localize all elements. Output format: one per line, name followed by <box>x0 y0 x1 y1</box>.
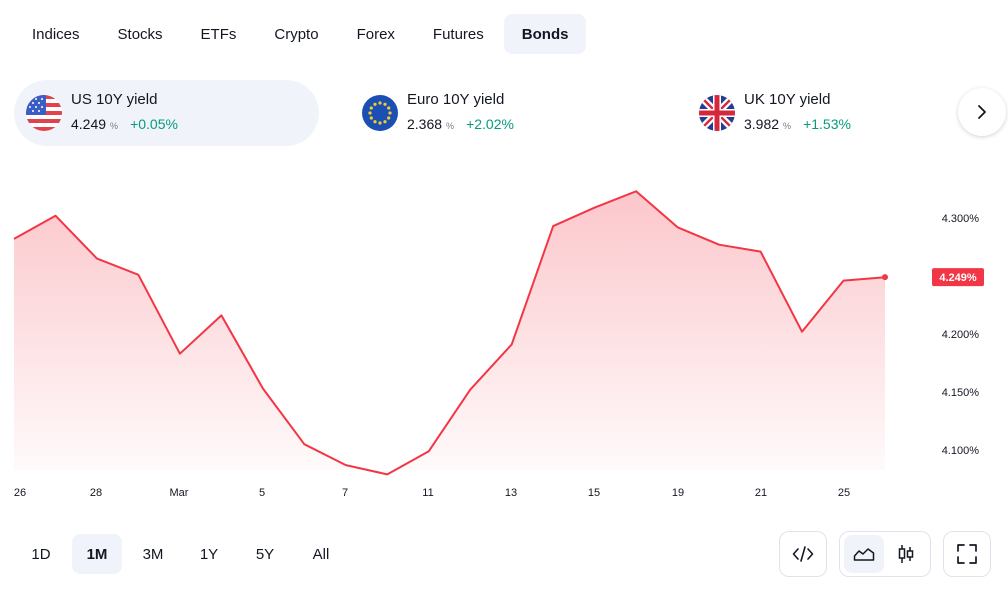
tab-forex[interactable]: Forex <box>356 25 395 43</box>
yield-chart[interactable]: 26 28 Mar 5 7 11 13 15 19 21 25 4.300% 4.200% 4.150%… <box>0 150 1008 510</box>
chart-style-toggle <box>839 531 931 577</box>
card-change: +0.05% <box>130 116 178 132</box>
fullscreen-button[interactable] <box>943 531 991 577</box>
card-us-10y[interactable]: US 10Y yield 4.249 % +0.05% <box>14 80 319 146</box>
x-tick-label: Mar <box>170 487 189 499</box>
time-range-selector: 1D 1M 3M 1Y 5Y All <box>16 534 352 574</box>
chevron-right-icon <box>978 105 986 119</box>
uk-flag-icon <box>699 95 735 131</box>
card-name: UK 10Y yield <box>744 91 831 108</box>
x-tick-label: 28 <box>90 487 102 499</box>
x-tick-label: 13 <box>505 487 517 499</box>
card-change: +1.53% <box>803 116 851 132</box>
tab-crypto[interactable]: Crypto <box>274 25 319 43</box>
last-price-label: 4.249% <box>932 268 984 287</box>
card-unit: % <box>446 121 455 131</box>
card-unit: % <box>110 121 119 131</box>
chart-area-fill <box>14 191 885 475</box>
x-tick-label: 25 <box>838 487 850 499</box>
range-3m-button[interactable]: 3M <box>142 545 164 563</box>
y-tick-label: 4.200% <box>942 329 980 341</box>
x-tick-label: 7 <box>342 487 348 499</box>
range-5y-button[interactable]: 5Y <box>255 545 275 563</box>
last-price-text: 4.249% <box>939 272 977 284</box>
tab-stocks[interactable]: Stocks <box>117 25 163 43</box>
card-value: 4.249 <box>71 116 107 132</box>
area-chart-button[interactable] <box>844 535 884 573</box>
candlestick-chart-button[interactable] <box>886 535 926 573</box>
range-1m-button[interactable]: 1M <box>72 534 122 574</box>
x-tick-label: 26 <box>14 487 26 499</box>
y-tick-label: 4.150% <box>942 387 980 399</box>
x-tick-label: 15 <box>588 487 600 499</box>
tab-etfs[interactable]: ETFs <box>200 25 237 43</box>
tab-bonds[interactable]: Bonds <box>503 14 587 54</box>
candlestick-icon <box>898 545 914 563</box>
range-1y-button[interactable]: 1Y <box>199 545 219 563</box>
us-flag-icon <box>26 95 62 131</box>
range-1d-button[interactable]: 1D <box>31 545 51 563</box>
tab-indices[interactable]: Indices <box>32 25 80 43</box>
code-icon <box>792 546 814 562</box>
chart-series-line <box>13 190 886 476</box>
card-change: +2.02% <box>466 116 514 132</box>
last-point-marker <box>882 274 888 281</box>
card-unit: % <box>783 121 792 131</box>
x-tick-label: 21 <box>755 487 767 499</box>
card-value: 3.982 <box>744 116 780 132</box>
card-name: Euro 10Y yield <box>407 91 505 108</box>
y-tick-label: 4.100% <box>942 445 980 457</box>
embed-button[interactable] <box>779 531 827 577</box>
next-cards-button[interactable] <box>958 88 1006 136</box>
card-name: US 10Y yield <box>71 91 158 108</box>
fullscreen-icon <box>957 544 977 564</box>
card-euro-10y[interactable]: Euro 10Y yield 2.368 % +2.02% <box>350 80 655 146</box>
yield-cards: US 10Y yield 4.249 % +0.05% Euro 10Y yie… <box>14 80 1008 146</box>
x-tick-label: 11 <box>422 487 433 499</box>
y-tick-label: 4.300% <box>942 213 980 225</box>
card-uk-10y[interactable]: UK 10Y yield 3.982 % +1.53% <box>687 80 992 146</box>
range-all-button[interactable]: All <box>312 545 330 563</box>
x-tick-label: 5 <box>259 487 265 499</box>
market-category-tabs: Indices Stocks ETFs Crypto Forex Futures… <box>14 14 588 54</box>
card-value: 2.368 <box>407 116 443 132</box>
area-chart-icon <box>853 548 875 561</box>
tab-futures[interactable]: Futures <box>432 25 484 43</box>
eu-flag-icon <box>362 95 398 131</box>
x-tick-label: 19 <box>672 487 684 499</box>
